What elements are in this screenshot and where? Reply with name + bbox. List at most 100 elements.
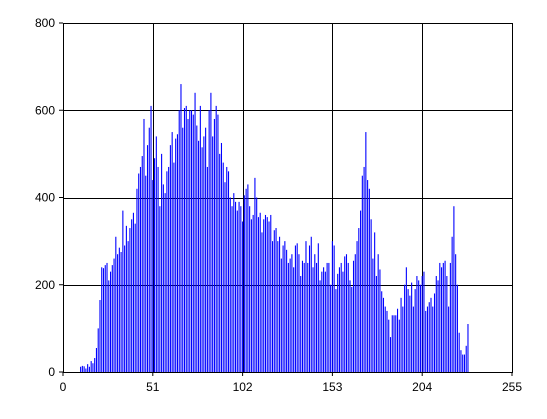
x-tick-label: 102 [233,380,253,394]
histogram-bar [310,236,312,372]
histogram-bar [222,162,224,372]
histogram-bar [418,280,420,372]
histogram-bar [99,300,101,372]
histogram-bar [219,153,221,373]
histogram-bar [405,267,407,372]
x-tick-label: 0 [60,380,67,394]
y-tick-label: 600 [35,103,55,117]
y-tick-label: 0 [48,365,55,379]
histogram-bar [356,241,358,373]
histogram-bar [95,348,97,372]
histogram-bar [273,230,275,372]
histogram-bar [326,262,328,372]
histogram-bar [432,306,434,372]
histogram-bar [352,260,355,372]
histogram-bar [395,315,397,372]
histogram-bar [83,366,85,372]
histogram-bar [162,184,164,372]
histogram-bar [201,147,203,372]
histogram-bar [263,219,265,372]
histogram-bar [316,262,318,372]
histogram-bar [270,214,272,372]
histogram-bar [85,368,87,372]
x-tick-label: 255 [502,380,522,394]
histogram-bar [178,110,180,372]
histogram-bar [187,118,189,372]
histogram-bar [111,265,113,372]
histogram-bar [157,166,159,372]
histogram-bar [264,214,267,372]
histogram-bar [344,256,346,372]
histogram-bar [298,254,300,372]
histogram-bar [88,366,90,372]
histogram-bar [124,245,126,372]
x-tick-label: 204 [412,380,432,394]
histogram-bar [289,258,291,372]
histogram-bar [435,276,437,372]
histogram-bar [146,145,149,372]
histogram-bar [115,236,117,372]
histogram-bar [372,258,374,372]
histogram-bar [293,267,295,372]
histogram-bar [398,319,400,372]
histogram-bar [185,105,187,372]
histogram-bar [428,302,430,372]
histogram-bar [441,267,443,372]
histogram-bar [324,271,326,372]
histogram-bar [286,249,288,372]
histogram-bar [291,254,293,372]
histogram-bar [400,297,402,372]
histogram-bar [257,217,259,372]
histogram-bar [117,254,119,372]
histogram-bar [227,171,230,372]
histogram-bar [210,92,212,373]
histogram-bar [159,206,161,372]
histogram-bar [173,162,175,372]
histogram-bar [455,254,457,372]
histogram-bar [129,228,131,372]
y-tick-label: 400 [35,191,55,205]
histogram-bar [314,254,316,372]
histogram-bar [404,284,406,372]
histogram-bar [358,228,360,372]
histogram-bar [168,166,170,372]
histogram-bar [296,243,298,372]
histogram-bar [426,306,429,372]
histogram-bar [300,276,302,372]
histogram-bar [266,217,268,372]
histogram-bar [462,354,464,372]
histogram-bar [189,110,191,372]
histogram-bar [465,345,467,372]
histogram-bar [301,260,304,372]
histogram-bar [118,247,120,372]
histogram-bar [143,118,145,372]
histogram-bar [467,324,469,372]
histogram-bar [92,363,94,372]
histogram-bar [101,267,103,372]
histogram-bar [360,210,362,372]
histogram-bar [171,132,173,372]
histogram-bar [368,188,370,372]
histogram-bar [430,297,432,372]
histogram-bar [243,195,245,372]
histogram-bar [389,337,392,372]
histogram-bar [236,210,238,372]
histogram-bar [374,232,376,372]
histogram-bar [254,177,256,372]
histogram-bar [335,289,337,372]
histogram-bar [127,241,129,373]
histogram-bar [386,310,388,372]
histogram-bar [333,245,335,372]
histogram-bar [87,364,89,372]
histogram-bar [342,271,344,372]
histogram-bar [203,136,205,372]
histogram-bar [337,273,339,372]
histogram-bar [365,132,367,372]
x-tick-label: 51 [146,380,160,394]
histogram-bar [312,267,314,372]
histogram-bar [351,286,353,372]
histogram-bar [80,366,82,372]
histogram-bar [166,171,168,372]
histogram-bar [256,197,258,372]
